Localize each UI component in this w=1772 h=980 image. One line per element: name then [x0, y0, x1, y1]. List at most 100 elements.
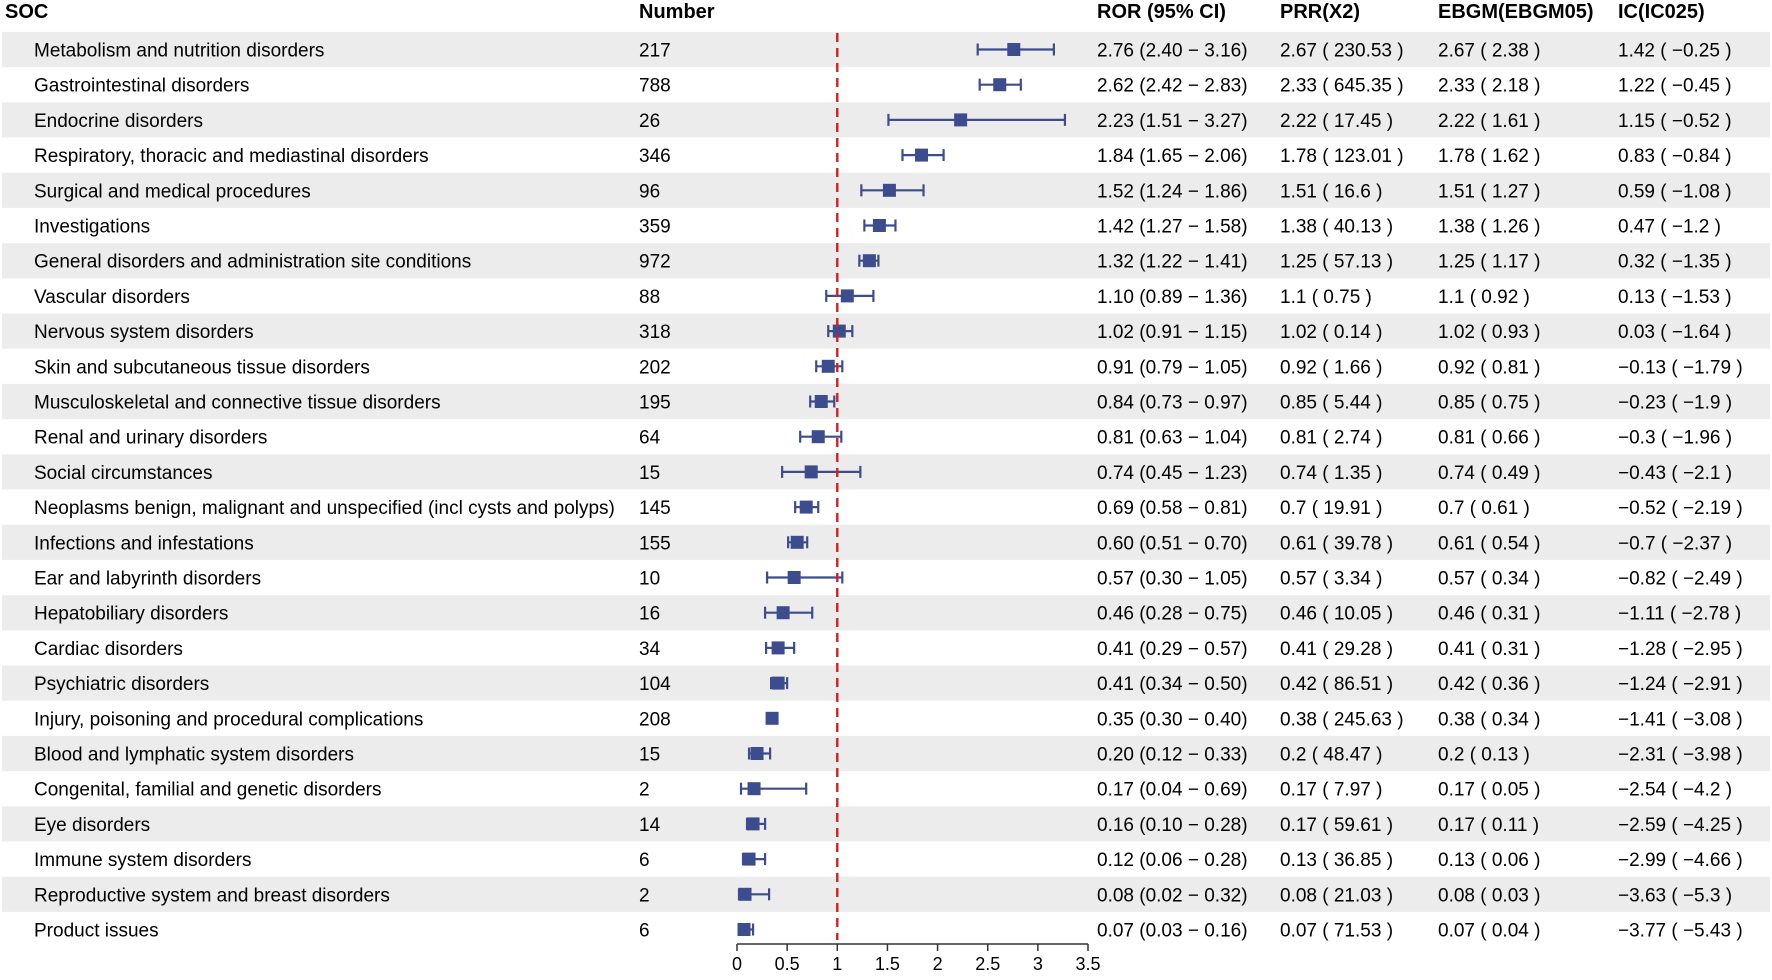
row-ror-text: 0.16 (0.10 − 0.28)	[1097, 815, 1248, 836]
row-ror-text: 0.46 (0.28 − 0.75)	[1097, 604, 1248, 625]
ror-point	[742, 852, 756, 866]
row-stripe	[2, 31, 1770, 68]
row-prr-text: 0.13 ( 36.85 )	[1280, 850, 1393, 871]
row-soc-label: Eye disorders	[34, 815, 150, 836]
column-headers: SOC Number ROR (95% CI) PRR(X2) EBGM(EBG…	[5, 1, 1705, 23]
header-number: Number	[639, 1, 715, 23]
row-ic-text: −1.28 ( −2.95 )	[1618, 639, 1743, 660]
x-tick-label: 0.5	[775, 954, 800, 974]
row-soc-label: Neoplasms benign, malignant and unspecif…	[34, 498, 615, 519]
row-ror-text: 0.20 (0.12 − 0.33)	[1097, 745, 1248, 766]
row-soc-label: Psychiatric disorders	[34, 674, 209, 695]
ror-point	[804, 465, 818, 479]
row-ic-text: 1.15 ( −0.52 )	[1618, 111, 1732, 132]
row-ic-text: −0.23 ( −1.9 )	[1618, 393, 1732, 414]
row-ic-text: 0.59 ( −1.08 )	[1618, 181, 1732, 202]
row-ebgm-text: 0.92 ( 0.81 )	[1438, 357, 1540, 378]
row-soc-label: Blood and lymphatic system disorders	[34, 745, 354, 766]
row-ic-text: −1.41 ( −3.08 )	[1618, 709, 1743, 730]
row-ror-text: 2.76 (2.40 − 3.16)	[1097, 41, 1248, 62]
row-soc-label: Gastrointestinal disorders	[34, 76, 249, 97]
ror-point	[790, 535, 804, 549]
row-prr-text: 0.74 ( 1.35 )	[1280, 463, 1382, 484]
row-ror-text: 0.17 (0.04 − 0.69)	[1097, 780, 1248, 801]
row-ebgm-text: 0.61 ( 0.54 )	[1438, 533, 1540, 554]
row-prr-text: 1.78 ( 123.01 )	[1280, 146, 1404, 167]
row-ror-text: 1.42 (1.27 − 1.58)	[1097, 217, 1248, 238]
ror-point	[840, 289, 854, 303]
row-number: 346	[639, 146, 671, 167]
ror-point	[814, 395, 828, 408]
row-ic-text: −0.52 ( −2.19 )	[1618, 498, 1743, 519]
row-ic-text: 0.32 ( −1.35 )	[1618, 252, 1732, 273]
row-prr-text: 0.92 ( 1.66 )	[1280, 357, 1382, 378]
row-number: 2	[639, 885, 650, 906]
row-number: 15	[639, 463, 660, 484]
row-ror-text: 0.91 (0.79 − 1.05)	[1097, 357, 1248, 378]
row-soc-label: Product issues	[34, 921, 159, 942]
row-soc-label: General disorders and administration sit…	[34, 252, 471, 273]
ror-point	[915, 148, 929, 162]
row-prr-text: 0.46 ( 10.05 )	[1280, 604, 1393, 625]
row-number: 195	[639, 393, 671, 414]
row-ebgm-text: 0.41 ( 0.31 )	[1438, 639, 1540, 660]
row-ebgm-text: 2.33 ( 2.18 )	[1438, 76, 1540, 97]
row-ic-text: 1.22 ( −0.45 )	[1618, 76, 1732, 97]
row-ebgm-text: 0.17 ( 0.11 )	[1438, 815, 1539, 836]
row-ebgm-text: 2.22 ( 1.61 )	[1438, 111, 1540, 132]
header-prr: PRR(X2)	[1280, 1, 1360, 23]
ror-point	[872, 219, 886, 232]
row-number: 208	[639, 709, 671, 730]
row-ic-text: 0.47 ( −1.2 )	[1618, 217, 1721, 238]
row-ebgm-text: 1.1 ( 0.92 )	[1438, 287, 1530, 308]
row-stripe	[2, 524, 1770, 560]
row-ic-text: −1.11 ( −2.78 )	[1618, 604, 1741, 625]
row-ebgm-text: 0.81 ( 0.66 )	[1438, 428, 1540, 449]
row-prr-text: 0.85 ( 5.44 )	[1280, 393, 1382, 414]
row-ebgm-text: 0.38 ( 0.34 )	[1438, 709, 1540, 730]
forest-marks	[737, 33, 1067, 940]
x-tick-label: 1	[832, 954, 842, 974]
row-soc-label: Infections and infestations	[34, 533, 254, 554]
x-tick-label: 0	[732, 954, 742, 974]
row-ebgm-text: 0.13 ( 0.06 )	[1438, 850, 1540, 871]
row-number: 88	[639, 287, 660, 308]
row-ic-text: −3.63 ( −5.3 )	[1618, 885, 1732, 906]
row-number: 64	[639, 428, 661, 449]
ror-point	[1007, 43, 1021, 56]
row-stripe	[2, 454, 1770, 490]
row-ic-text: 0.13 ( −1.53 )	[1618, 287, 1732, 308]
row-ror-text: 2.62 (2.42 − 2.83)	[1097, 76, 1248, 97]
row-number: 26	[639, 111, 660, 132]
row-ic-text: −2.59 ( −4.25 )	[1618, 815, 1743, 836]
row-ror-text: 0.74 (0.45 − 1.23)	[1097, 463, 1248, 484]
x-tick-label: 1.5	[875, 954, 900, 974]
header-ebgm: EBGM(EBGM05)	[1438, 1, 1594, 23]
row-stripe	[2, 313, 1770, 349]
ror-point	[993, 78, 1007, 92]
row-soc-label: Metabolism and nutrition disorders	[34, 41, 324, 62]
row-ebgm-text: 0.07 ( 0.04 )	[1438, 921, 1540, 942]
row-ebgm-text: 1.51 ( 1.27 )	[1438, 181, 1540, 202]
row-stripe	[2, 243, 1770, 279]
row-ror-text: 0.41 (0.29 − 0.57)	[1097, 639, 1248, 660]
row-ic-text: −0.43 ( −2.1 )	[1618, 463, 1732, 484]
row-prr-text: 0.07 ( 71.53 )	[1280, 921, 1393, 942]
row-ror-text: 1.02 (0.91 − 1.15)	[1097, 322, 1248, 343]
row-stripe	[2, 735, 1770, 772]
x-tick-label: 2.5	[975, 954, 1000, 974]
row-number: 6	[639, 921, 650, 942]
ror-point	[771, 676, 785, 690]
header-ic: IC(IC025)	[1618, 1, 1705, 23]
row-prr-text: 1.38 ( 40.13 )	[1280, 217, 1393, 238]
row-ebgm-text: 0.17 ( 0.05 )	[1438, 780, 1540, 801]
row-ebgm-text: 2.67 ( 2.38 )	[1438, 41, 1540, 62]
row-prr-text: 0.81 ( 2.74 )	[1280, 428, 1382, 449]
row-text: Metabolism and nutrition disorders 217 2.7…	[34, 41, 1743, 942]
row-ebgm-text: 1.38 ( 1.26 )	[1438, 217, 1540, 238]
row-prr-text: 1.02 ( 0.14 )	[1280, 322, 1382, 343]
row-ebgm-text: 1.02 ( 0.93 )	[1438, 322, 1540, 343]
row-ic-text: −2.31 ( −3.98 )	[1618, 745, 1743, 766]
row-number: 202	[639, 357, 671, 378]
